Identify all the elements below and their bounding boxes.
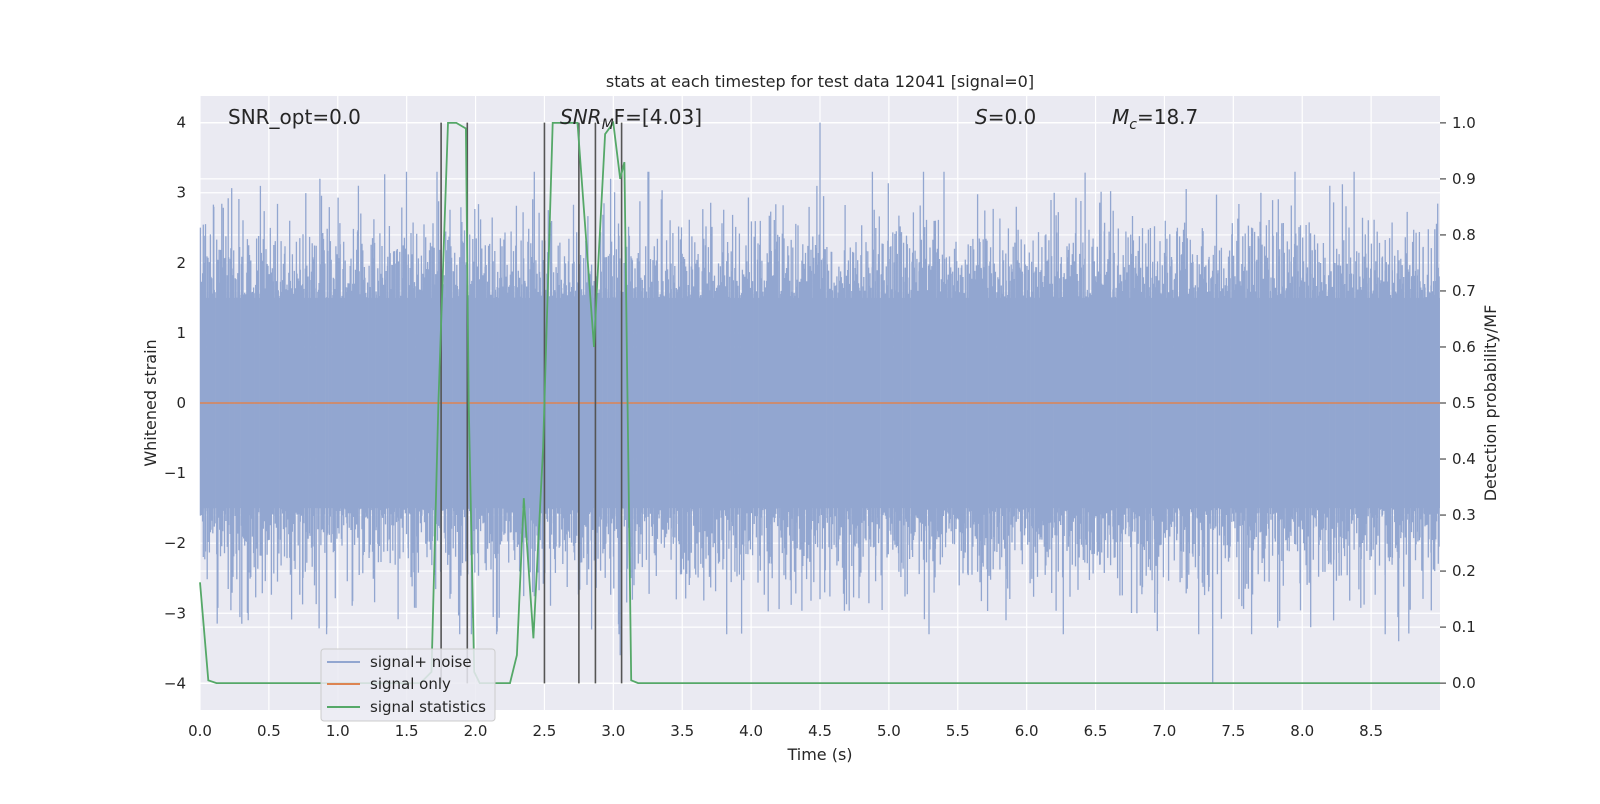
x-tick-label: 7.0 <box>1153 722 1177 740</box>
y2-tick-label: 0.1 <box>1452 618 1476 636</box>
x-tick-label: 3.0 <box>601 722 625 740</box>
y2-tick-label: 0.6 <box>1452 338 1476 356</box>
snr-mf-rest: F=[4.03] <box>614 105 702 129</box>
y-tick-label: 3 <box>176 184 186 202</box>
x-tick-label: 0.0 <box>188 722 212 740</box>
y-tick-label: −2 <box>164 534 186 552</box>
y-axis-ticks: 4 3 2 1 0 −1 −2 −3 −4 <box>164 114 186 693</box>
annotation-s: S=0.0 <box>975 105 1036 129</box>
x-axis-label: Time (s) <box>786 745 852 764</box>
y2-tick-label: 0.3 <box>1452 506 1476 524</box>
legend-label-noise: signal+ noise <box>370 653 472 671</box>
mc-main: M <box>1112 105 1129 129</box>
y2-tick-label: 0.8 <box>1452 226 1476 244</box>
y-tick-label: −3 <box>164 604 186 622</box>
x-tick-label: 1.5 <box>395 722 419 740</box>
x-tick-label: 4.0 <box>739 722 763 740</box>
x-tick-label: 7.5 <box>1221 722 1245 740</box>
x-tick-label: 1.0 <box>326 722 350 740</box>
y2-tick-label: 0.0 <box>1452 674 1476 692</box>
x-tick-label: 6.5 <box>1084 722 1108 740</box>
mc-sub: c <box>1129 117 1137 133</box>
legend: signal+ noise signal only signal statist… <box>320 648 496 722</box>
y-axis-label: Whitened strain <box>141 339 160 466</box>
x-tick-label: 0.5 <box>257 722 281 740</box>
y2-tick-label: 0.9 <box>1452 170 1476 188</box>
x-tick-label: 8.5 <box>1359 722 1383 740</box>
y2-tick-label: 0.4 <box>1452 450 1476 468</box>
chart-title: stats at each timestep for test data 120… <box>606 72 1034 91</box>
legend-box <box>320 648 496 722</box>
x-axis-ticks: 0.0 0.5 1.0 1.5 2.0 2.5 3.0 3.5 4.0 4.5 5.0 5.5 6.0 6… <box>188 722 1383 740</box>
x-tick-label: 6.0 <box>1015 722 1039 740</box>
y-tick-label: 4 <box>176 114 186 132</box>
legend-label-signal: signal only <box>370 675 451 693</box>
s-rest: =0.0 <box>988 105 1037 129</box>
annotation-snr-opt: SNR_opt=0.0 <box>228 105 361 129</box>
series-signal-statistics <box>199 120 1440 684</box>
y-tick-label: 2 <box>176 254 186 272</box>
x-tick-label: 5.5 <box>946 722 970 740</box>
y2-axis-ticks: 1.0 0.9 0.8 0.7 0.6 0.5 0.4 0.3 0.2 0.1 0.0 <box>1440 114 1476 692</box>
x-tick-label: 3.5 <box>670 722 694 740</box>
x-tick-label: 2.0 <box>464 722 488 740</box>
annotation-snr-mf: SNRMF=[4.03] <box>560 105 702 133</box>
legend-label-stats: signal statistics <box>370 698 486 716</box>
s-main: S <box>975 105 988 129</box>
y2-tick-label: 1.0 <box>1452 114 1476 132</box>
y-tick-label: −4 <box>164 674 186 692</box>
y-tick-label: 1 <box>176 324 186 342</box>
x-tick-label: 8.0 <box>1290 722 1314 740</box>
x-tick-label: 2.5 <box>533 722 557 740</box>
snr-mf-main: SNR <box>560 105 602 129</box>
snr-mf-sub: M <box>602 117 614 133</box>
y2-tick-label: 0.7 <box>1452 282 1476 300</box>
x-tick-label: 5.0 <box>877 722 901 740</box>
mc-rest: =18.7 <box>1137 105 1198 129</box>
y-tick-label: −1 <box>164 464 186 482</box>
y2-axis-label: Detection probability/MF <box>1481 305 1500 502</box>
x-tick-label: 4.5 <box>808 722 832 740</box>
y-tick-label: 0 <box>176 394 186 412</box>
y2-tick-label: 0.5 <box>1452 394 1476 412</box>
annotation-mc: Mc=18.7 <box>1112 105 1198 133</box>
y2-tick-label: 0.2 <box>1452 562 1476 580</box>
